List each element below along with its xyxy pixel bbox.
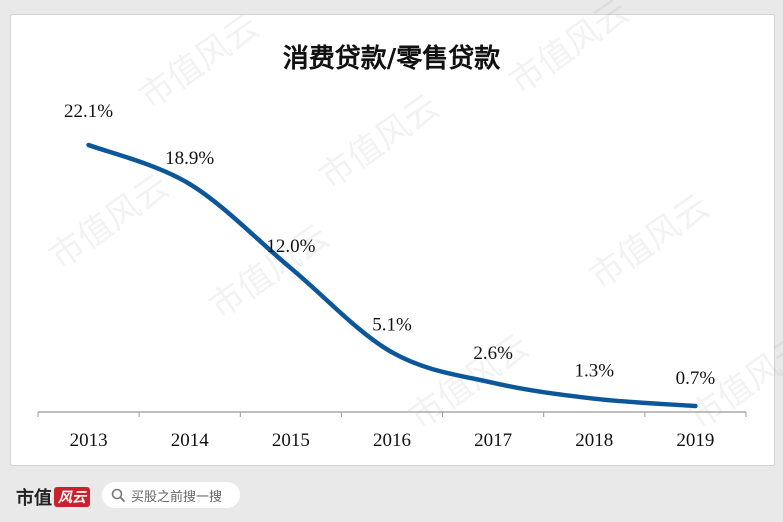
x-tick-label: 2016 <box>373 430 411 451</box>
data-label: 18.9% <box>165 148 214 169</box>
brand-mark: 风云 <box>54 487 90 507</box>
x-axis <box>37 411 747 417</box>
footer-bar: 市值 风云 买股之前搜一搜 <box>0 474 783 522</box>
data-label: 12.0% <box>266 236 315 257</box>
x-tick-label: 2014 <box>171 430 210 451</box>
data-label: 22.1% <box>64 101 113 122</box>
data-label: 5.1% <box>372 314 412 335</box>
chart-card <box>10 14 775 466</box>
data-label: 1.3% <box>574 361 614 382</box>
watermark-text: 市值风云 <box>202 217 336 328</box>
watermark-text: 市值风云 <box>42 167 176 278</box>
x-tick-label: 2013 <box>70 430 108 451</box>
search-placeholder: 买股之前搜一搜 <box>131 489 223 505</box>
series-layer <box>86 142 698 409</box>
x-tick-label: 2018 <box>575 430 613 451</box>
watermark-text: 市值风云 <box>502 0 636 102</box>
search-icon <box>111 488 125 502</box>
data-label: 0.7% <box>676 368 716 389</box>
watermark-text: 市值风云 <box>582 187 716 298</box>
chart-title: 消费贷款/零售贷款 <box>282 44 501 74</box>
data-label: 2.6% <box>473 343 513 364</box>
brand-text: 市值 <box>16 488 52 509</box>
watermark-text: 市值风云 <box>132 7 266 118</box>
brand-logo[interactable]: 市值 风云 <box>16 484 90 510</box>
watermark-text: 市值风云 <box>312 87 446 198</box>
search-box[interactable]: 买股之前搜一搜 <box>102 482 240 508</box>
data-label-layer: 22.1% 18.9% 12.0% 5.1% 2.6% 1.3% 0.7% <box>64 101 715 389</box>
x-tick-label: 2015 <box>272 430 310 451</box>
x-tick-label: 2019 <box>676 430 714 451</box>
x-tick-label: 2017 <box>474 430 512 451</box>
tick-label-layer: 2013 2014 2015 2016 2017 2018 2019 <box>70 430 715 451</box>
watermark-text: 市值风云 <box>402 327 536 438</box>
